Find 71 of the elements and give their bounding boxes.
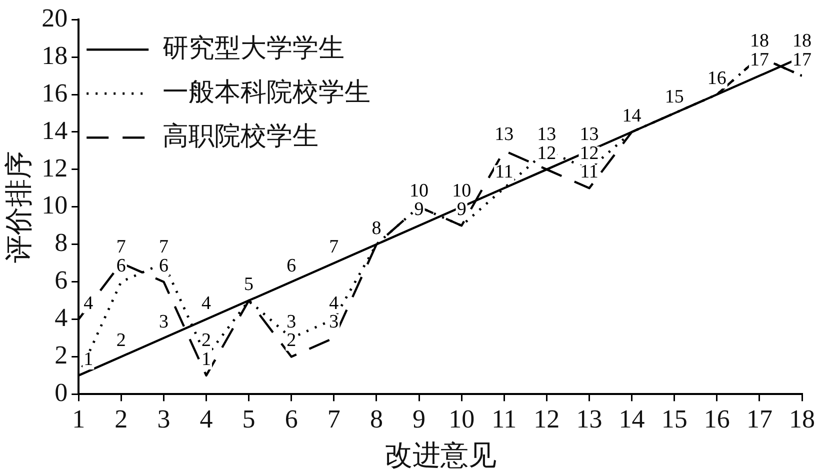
- data-label: 9: [414, 199, 424, 220]
- data-label: 16: [707, 68, 726, 90]
- x-tick-label: 5: [242, 404, 256, 434]
- data-label: 8: [372, 218, 382, 239]
- x-tick-label: 12: [534, 404, 560, 434]
- y-tick-label: 8: [54, 228, 68, 258]
- x-tick-label: 7: [327, 404, 340, 434]
- x-tick-label: 2: [114, 404, 128, 434]
- y-tick-label: 12: [42, 153, 68, 182]
- x-tick-label: 16: [704, 404, 730, 434]
- y-tick-label: 6: [54, 266, 68, 295]
- y-tick-label: 14: [42, 116, 68, 145]
- y-tick-label: 2: [54, 340, 68, 370]
- data-label: 7: [329, 236, 339, 258]
- data-label: 4: [329, 292, 340, 314]
- data-label: 13: [537, 124, 556, 146]
- x-tick-label: 6: [284, 404, 298, 434]
- data-label: 13: [580, 124, 599, 146]
- x-tick-label: 10: [448, 404, 475, 434]
- y-tick-label: 10: [42, 190, 68, 220]
- data-label: 7: [158, 236, 168, 258]
- data-label: 4: [84, 292, 94, 314]
- x-tick-label: 11: [492, 404, 517, 434]
- data-label: 5: [244, 274, 254, 296]
- data-label: 12: [537, 142, 556, 164]
- x-tick-label: 13: [576, 404, 602, 434]
- data-label: 6: [286, 255, 296, 276]
- y-axis-title: 评价排序: [4, 150, 36, 263]
- data-label: 11: [580, 162, 598, 183]
- y-tick-label: 4: [54, 303, 68, 332]
- data-label: 2: [116, 330, 126, 352]
- x-tick-label: 3: [157, 404, 170, 434]
- data-label: 18: [792, 30, 812, 52]
- data-label: 6: [158, 255, 168, 276]
- x-tick-label: 4: [200, 404, 213, 434]
- data-label: 3: [329, 311, 339, 332]
- data-label: 7: [116, 236, 126, 258]
- data-label: 11: [494, 162, 514, 183]
- data-label: 18: [750, 30, 769, 52]
- data-label: 1: [84, 348, 94, 370]
- data-label: 2: [286, 330, 296, 352]
- x-tick-label: 8: [370, 404, 383, 434]
- data-label: 1: [202, 348, 212, 370]
- data-label: 10: [452, 180, 472, 202]
- y-tick-label: 16: [42, 78, 68, 108]
- data-label: 9: [456, 199, 466, 220]
- legend-label: 一般本科院校学生: [162, 77, 371, 106]
- data-label: 14: [622, 105, 642, 126]
- legend-label: 高职院校学生: [162, 121, 319, 150]
- data-label: 3: [158, 311, 168, 332]
- y-tick-label: 18: [42, 40, 68, 70]
- data-label: 2: [202, 330, 212, 352]
- data-label: 13: [494, 124, 514, 146]
- legend-label: 研究型大学学生: [162, 33, 345, 62]
- x-tick-label: 14: [618, 404, 645, 434]
- y-tick-label: 0: [54, 378, 68, 408]
- x-tick-label: 1: [72, 404, 86, 434]
- x-tick-label: 9: [412, 404, 426, 434]
- data-label: 6: [116, 255, 126, 276]
- y-tick-label: 20: [42, 3, 68, 32]
- x-tick-label: 15: [661, 404, 688, 434]
- x-tick-label: 18: [789, 404, 815, 434]
- data-label: 10: [410, 180, 429, 202]
- data-label: 4: [202, 292, 212, 314]
- data-label: 15: [664, 86, 684, 108]
- x-tick-label: 17: [746, 404, 772, 434]
- x-axis-title: 改进意见: [384, 440, 496, 472]
- data-label: 3: [286, 311, 296, 332]
- data-label: 17: [792, 49, 812, 70]
- data-label: 12: [580, 142, 599, 164]
- data-label: 17: [750, 49, 769, 70]
